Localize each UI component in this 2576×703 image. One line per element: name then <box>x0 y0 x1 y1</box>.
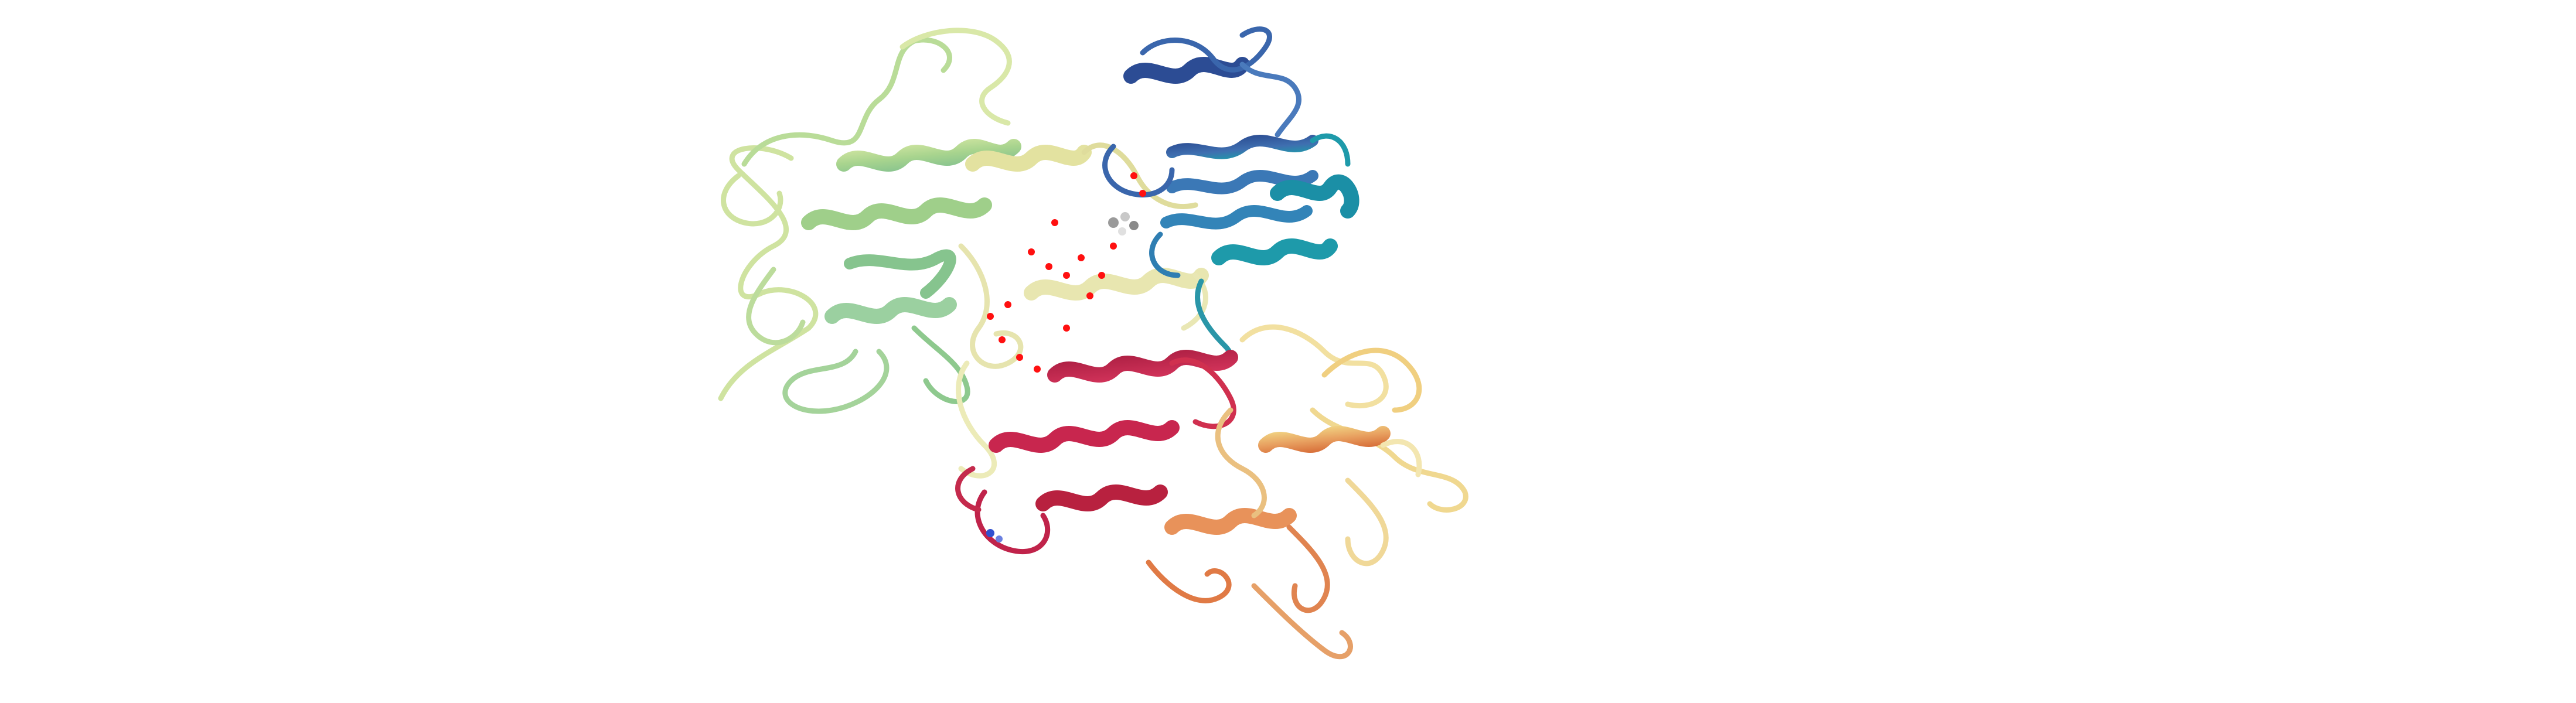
domain-green-ribbon[interactable] <box>718 28 1021 414</box>
domain-blue-ribbon[interactable] <box>1102 26 1359 369</box>
domain-red-ribbon[interactable] <box>955 350 1238 554</box>
small-molecule-ligand <box>1108 212 1139 236</box>
domain-orange-ribbon[interactable] <box>1146 324 1468 660</box>
water-molecules <box>987 172 1146 373</box>
nitrogen-atoms <box>986 529 1003 542</box>
